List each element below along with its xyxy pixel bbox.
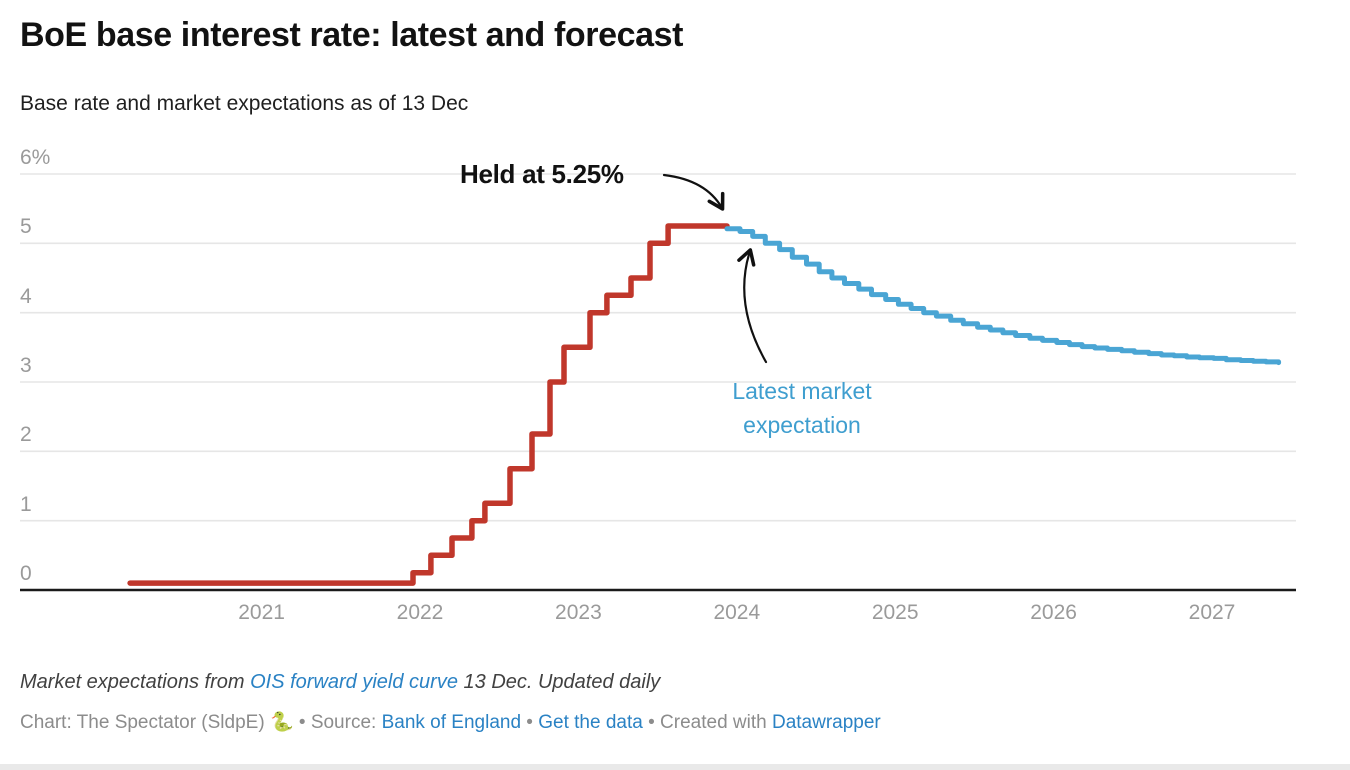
y-axis-label: 0 xyxy=(20,562,32,585)
x-axis-label: 2023 xyxy=(555,601,602,624)
y-axis-label: 2 xyxy=(20,423,32,447)
chart-byline: Chart: The Spectator (SldpE) 🐍 • Source:… xyxy=(20,710,881,734)
annotation-latest-market-expectation: Latest market expectation xyxy=(732,378,872,438)
forecast-line xyxy=(724,226,1282,366)
chart-subtitle: Base rate and market expectations as of … xyxy=(20,92,469,115)
note-suffix: 13 Dec. Updated daily xyxy=(457,671,661,693)
y-axis-label: 1 xyxy=(20,492,32,516)
annotation-held-at-rate: Held at 5.25% xyxy=(460,159,624,189)
base-rate-line xyxy=(127,223,730,586)
snake-emoji: 🐍 xyxy=(269,712,294,733)
x-axis-label: 2026 xyxy=(1030,601,1077,624)
x-axis-label: 2021 xyxy=(238,601,285,624)
x-axis-label: 2027 xyxy=(1188,601,1236,624)
bank-of-england-link[interactable]: Bank of England xyxy=(381,712,522,733)
byline-credit: Chart: The Spectator (SldpE) xyxy=(20,712,270,733)
y-axis-label: 6% xyxy=(20,146,51,169)
chart-title: BoE base interest rate: latest and forec… xyxy=(20,16,684,54)
chart-note: Market expectations from OIS forward yie… xyxy=(20,671,660,694)
byline-sep2: • xyxy=(521,712,539,733)
get-the-data-link[interactable]: Get the data xyxy=(538,712,643,733)
held-annotation-arrow-icon xyxy=(662,173,725,211)
bottom-edge-bar xyxy=(0,764,1350,770)
market-annotation-arrow-icon xyxy=(737,248,768,364)
note-prefix: Market expectations from xyxy=(20,671,251,693)
y-axis-label: 3 xyxy=(20,354,32,377)
byline-sep-source: • Source: xyxy=(293,712,382,733)
y-axis-label: 4 xyxy=(20,284,32,308)
byline-sep3: • Created with xyxy=(642,712,772,733)
ois-forward-yield-curve-link[interactable]: OIS forward yield curve xyxy=(250,671,458,693)
x-axis-label: 2024 xyxy=(713,601,761,624)
datawrapper-link[interactable]: Datawrapper xyxy=(771,712,881,733)
y-axis-label: 5 xyxy=(20,215,32,239)
x-axis-label: 2022 xyxy=(396,601,444,624)
x-axis-label: 2025 xyxy=(871,601,919,624)
